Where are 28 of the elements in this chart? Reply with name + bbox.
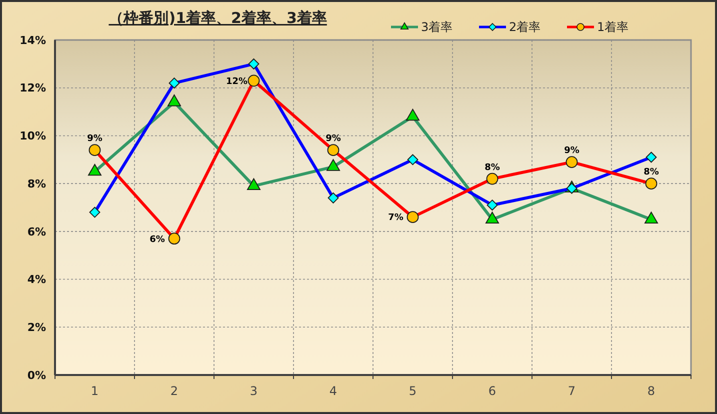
legend-label: 2着率 <box>509 20 541 34</box>
x-tick-label: 4 <box>329 384 338 398</box>
x-tick-label: 2 <box>170 384 178 398</box>
data-label: 8% <box>644 168 659 178</box>
legend-label: 3着率 <box>421 20 453 34</box>
data-label: 12% <box>226 76 248 87</box>
x-tick-label: 6 <box>488 384 496 398</box>
data-label: 8% <box>484 162 500 173</box>
x-tick-label: 1 <box>90 384 99 398</box>
y-tick-label: 12% <box>20 82 46 95</box>
y-tick-label: 2% <box>27 320 46 334</box>
chart-title: （枠番別)1着率、2着率、3着率 <box>108 9 327 27</box>
y-tick-label: 10% <box>20 130 46 143</box>
y-tick-label: 0% <box>27 368 46 382</box>
data-label: 9% <box>564 146 580 156</box>
data-label: 7% <box>388 213 404 224</box>
legend-label: 1着率 <box>597 20 629 34</box>
y-tick-label: 14% <box>20 34 46 47</box>
y-tick-label: 4% <box>27 273 46 286</box>
y-tick-label: 6% <box>27 225 46 238</box>
x-tick-label: 8 <box>647 384 656 398</box>
data-label: 9% <box>87 134 102 144</box>
x-tick-label: 7 <box>568 384 576 398</box>
data-label: 6% <box>150 234 165 245</box>
x-tick-label: 5 <box>408 384 417 398</box>
data-label: 9% <box>326 134 341 144</box>
y-tick-label: 8% <box>27 177 46 190</box>
x-tick-label: 3 <box>250 384 258 398</box>
